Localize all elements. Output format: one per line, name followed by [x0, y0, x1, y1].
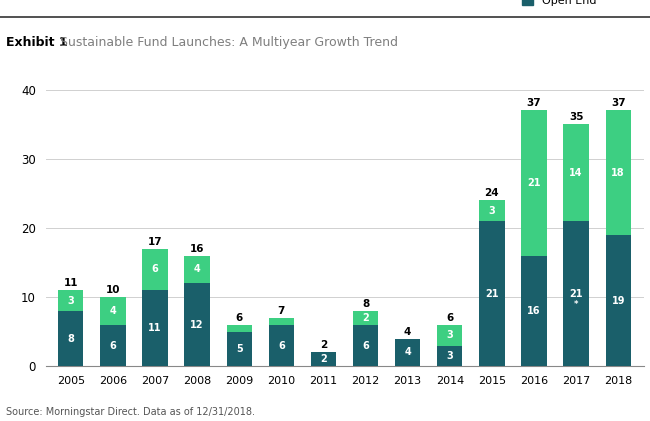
Text: 37: 37 [526, 98, 541, 108]
Text: 6: 6 [278, 341, 285, 351]
Text: 18: 18 [612, 168, 625, 178]
Bar [437, 346, 462, 366]
Text: 24: 24 [485, 188, 499, 198]
Bar [606, 235, 631, 366]
Bar [268, 325, 294, 366]
Bar [564, 124, 589, 221]
Bar [58, 290, 83, 311]
Text: 6: 6 [109, 341, 116, 351]
Text: 3: 3 [489, 205, 495, 216]
Text: 3: 3 [447, 351, 453, 361]
Bar [564, 221, 589, 366]
Bar [58, 311, 83, 366]
Text: 6: 6 [446, 313, 454, 322]
Text: 4: 4 [404, 327, 411, 336]
Text: *: * [574, 299, 578, 309]
Text: 12: 12 [190, 320, 204, 330]
Text: 16: 16 [527, 306, 541, 316]
Bar [100, 325, 125, 366]
Text: 16: 16 [190, 243, 204, 253]
Text: Sustainable Fund Launches: A Multiyear Growth Trend: Sustainable Fund Launches: A Multiyear G… [60, 36, 398, 49]
Text: 3: 3 [447, 330, 453, 340]
Text: 8: 8 [362, 299, 369, 309]
Bar [142, 249, 168, 290]
Bar [142, 290, 168, 366]
Text: 6: 6 [151, 264, 159, 274]
Bar [353, 311, 378, 325]
Text: Source: Morningstar Direct. Data as of 12/31/2018.: Source: Morningstar Direct. Data as of 1… [6, 407, 255, 417]
Text: 21: 21 [485, 289, 499, 298]
Text: 21: 21 [569, 289, 583, 298]
Text: 2: 2 [320, 354, 327, 364]
Text: 11: 11 [64, 278, 78, 288]
Legend: Exchange Traded, Open End: Exchange Traded, Open End [522, 0, 638, 5]
Text: 11: 11 [148, 323, 162, 333]
Bar [227, 325, 252, 332]
Text: 6: 6 [362, 341, 369, 351]
Text: 8: 8 [68, 333, 74, 344]
Text: 10: 10 [106, 285, 120, 295]
Bar [521, 110, 547, 256]
Text: 35: 35 [569, 112, 583, 122]
Bar [311, 352, 336, 366]
Bar [100, 297, 125, 325]
Bar [521, 256, 547, 366]
Text: 4: 4 [109, 306, 116, 316]
Text: 4: 4 [194, 264, 200, 274]
Bar [227, 332, 252, 366]
Text: 19: 19 [612, 296, 625, 306]
Text: 3: 3 [68, 296, 74, 306]
Bar [437, 325, 462, 346]
Text: 2: 2 [362, 313, 369, 323]
Text: 7: 7 [278, 306, 285, 316]
Text: 6: 6 [235, 313, 243, 322]
Bar [395, 338, 421, 366]
Text: 2: 2 [320, 340, 327, 350]
Bar [268, 318, 294, 325]
Text: 17: 17 [148, 237, 162, 247]
Bar [185, 256, 210, 283]
Bar [606, 110, 631, 235]
Text: 4: 4 [404, 347, 411, 357]
Text: 14: 14 [569, 168, 583, 178]
Text: 21: 21 [527, 178, 541, 188]
Bar [353, 325, 378, 366]
Bar [185, 283, 210, 366]
Text: 37: 37 [611, 98, 625, 108]
Text: Exhibit 1: Exhibit 1 [6, 36, 68, 49]
Bar [479, 200, 504, 221]
Bar [479, 221, 504, 366]
Text: 5: 5 [236, 344, 242, 354]
